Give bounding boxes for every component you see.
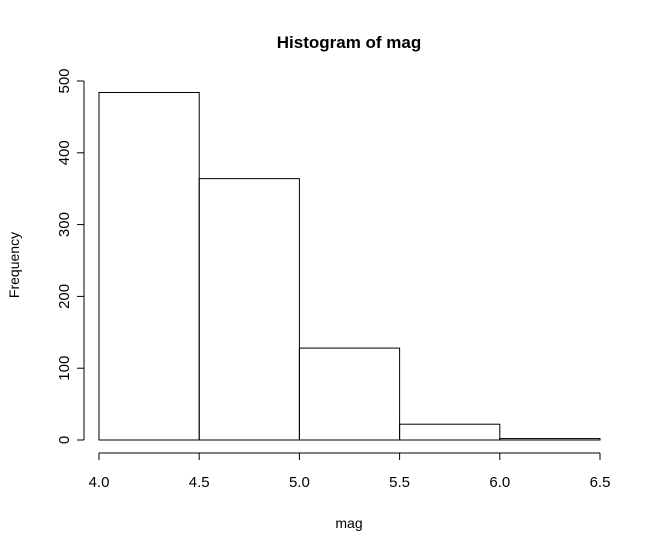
x-tick-label-0: 4.0 bbox=[89, 474, 110, 491]
y-axis-label: Frequency bbox=[6, 232, 22, 298]
histogram-bar-0 bbox=[98, 91, 200, 441]
histogram-bars bbox=[98, 91, 601, 441]
histogram-bar-4 bbox=[499, 438, 601, 441]
y-axis: 0 100 200 300 400 500 bbox=[56, 68, 85, 444]
y-tick-label-3: 300 bbox=[56, 212, 73, 237]
y-tick-label-5: 500 bbox=[56, 68, 73, 93]
y-tick-label-1: 100 bbox=[56, 356, 73, 381]
x-axis-label: mag bbox=[335, 515, 362, 531]
histogram-bar-2 bbox=[298, 347, 401, 441]
x-tick-label-4: 6.0 bbox=[489, 474, 510, 491]
histogram-bar-1 bbox=[198, 178, 300, 441]
y-tick-label-2: 200 bbox=[56, 284, 73, 309]
x-tick-label-2: 5.0 bbox=[289, 474, 310, 491]
x-tick-label-1: 4.5 bbox=[189, 474, 210, 491]
x-tick-label-3: 5.5 bbox=[389, 474, 410, 491]
y-tick-label-0: 0 bbox=[56, 436, 73, 444]
x-tick-label-5: 6.5 bbox=[590, 474, 611, 491]
chart-title: Histogram of mag bbox=[277, 33, 422, 52]
x-axis: 4.0 4.5 5.0 5.5 6.0 6.5 bbox=[89, 452, 611, 491]
histogram-bar-3 bbox=[399, 423, 501, 441]
y-tick-label-4: 400 bbox=[56, 140, 73, 165]
